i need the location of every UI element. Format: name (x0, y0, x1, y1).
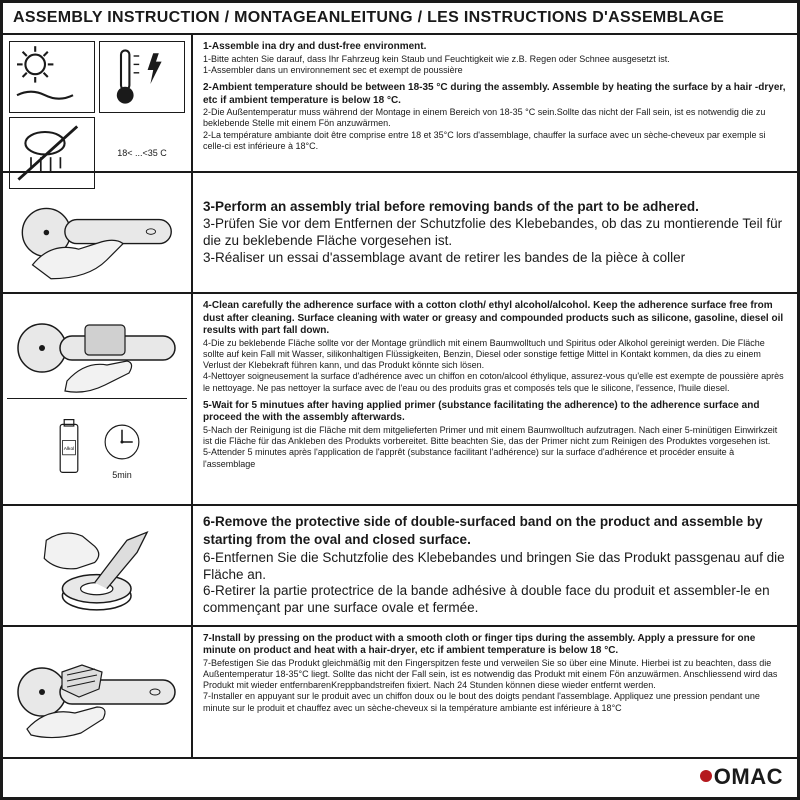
step-text-1-2: 1-Assemble ina dry and dust-free environ… (193, 35, 797, 171)
step1-fr: 1-Assembler dans un environnement sec et… (203, 65, 787, 76)
step7-fr: 7-Installer en appuyant sur le produit a… (203, 691, 787, 714)
logo-dot-icon (700, 770, 712, 782)
step6-de: 6-Entfernen Sie die Schutzfolie des Kleb… (203, 550, 787, 584)
step-text-6: 6-Remove the protective side of double-s… (193, 506, 797, 625)
step-row-4: 6-Remove the protective side of double-s… (3, 506, 797, 627)
step1-de: 1-Bitte achten Sie darauf, dass Ihr Fahr… (203, 54, 787, 65)
step2-fr: 2-La température ambiante doit être comp… (203, 130, 787, 153)
footer: OMAC (3, 759, 797, 797)
illustration-clean-primer: Alkol 5min (3, 294, 193, 504)
step5-de: 5-Nach der Reinigung ist die Fläche mit … (203, 425, 787, 448)
step7-en: 7-Install by pressing on the product wit… (203, 633, 787, 658)
step-row-2: 3-Perform an assembly trial before remov… (3, 173, 797, 294)
step6-en: 6-Remove the protective side of double-s… (203, 513, 787, 549)
step2-en: 2-Ambient temperature should be between … (203, 82, 787, 107)
page-title: ASSEMBLY INSTRUCTION / MONTAGEANLEITUNG … (3, 3, 797, 35)
svg-text:Alkol: Alkol (64, 446, 74, 452)
brand-logo: OMAC (700, 764, 783, 790)
step4-en: 4-Clean carefully the adherence surface … (203, 300, 787, 338)
step7-de: 7-Befestigen Sie das Produkt gleichmäßig… (203, 658, 787, 692)
timer-label: 5min (99, 470, 145, 480)
logo-text: OMAC (714, 764, 783, 790)
step-text-3: 3-Perform an assembly trial before remov… (193, 173, 797, 292)
illustration-handle-trial (3, 173, 193, 292)
step4-de: 4-Die zu beklebende Fläche sollte vor de… (203, 338, 787, 372)
step5-en: 5-Wait for 5 minutues after having appli… (203, 400, 787, 425)
instruction-sheet: ASSEMBLY INSTRUCTION / MONTAGEANLEITUNG … (0, 0, 800, 800)
step3-fr: 3-Réaliser un essai d'assemblage avant d… (203, 250, 787, 267)
step-text-4-5: 4-Clean carefully the adherence surface … (193, 294, 797, 504)
step2-de: 2-Die Außentemperatur muss während der M… (203, 107, 787, 130)
illustration-press-install (3, 627, 193, 757)
step3-en: 3-Perform an assembly trial before remov… (203, 198, 787, 216)
step-row-1: 18< ...<35 C 1-Assemble ina dry and dust… (3, 35, 797, 173)
step3-de: 3-Prüfen Sie vor dem Entfernen der Schut… (203, 216, 787, 250)
step-row-3: Alkol 5min 4-Clean carefully the adheren… (3, 294, 797, 506)
step-row-5: 7-Install by pressing on the product wit… (3, 627, 797, 759)
step1-en: 1-Assemble ina dry and dust-free environ… (203, 41, 787, 54)
step6-fr: 6-Retirer la partie protectrice de la ba… (203, 583, 787, 617)
step-text-7: 7-Install by pressing on the product wit… (193, 627, 797, 757)
illustration-peel-tape (3, 506, 193, 625)
step4-fr: 4-Nettoyer soigneusement la surface d'ad… (203, 371, 787, 394)
illustration-env-temp: 18< ...<35 C (3, 35, 193, 171)
step5-fr: 5-Attender 5 minutes après l'application… (203, 447, 787, 470)
